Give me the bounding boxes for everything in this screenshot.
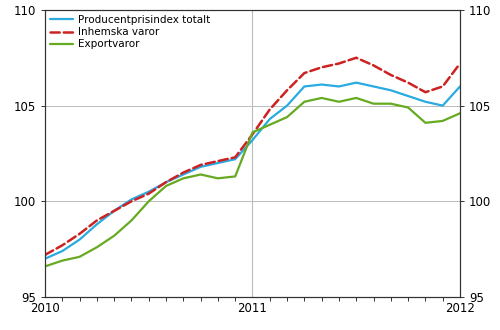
- Exportvaror: [111, 234, 117, 238]
- Inhemska varor: [318, 65, 324, 69]
- Inhemska varor: [353, 56, 359, 60]
- Inhemska varor: [60, 243, 66, 247]
- Producentprisindex totalt: [198, 165, 203, 169]
- Producentprisindex totalt: [180, 173, 186, 177]
- Inhemska varor: [215, 159, 221, 163]
- Line: Inhemska varor: Inhemska varor: [45, 58, 460, 255]
- Exportvaror: [457, 111, 463, 115]
- Inhemska varor: [94, 218, 100, 222]
- Inhemska varor: [76, 232, 82, 236]
- Producentprisindex totalt: [318, 82, 324, 86]
- Line: Producentprisindex totalt: Producentprisindex totalt: [45, 82, 460, 259]
- Inhemska varor: [42, 253, 48, 257]
- Exportvaror: [215, 176, 221, 180]
- Inhemska varor: [422, 90, 428, 94]
- Inhemska varor: [180, 171, 186, 175]
- Producentprisindex totalt: [163, 180, 169, 184]
- Inhemska varor: [388, 73, 394, 77]
- Exportvaror: [388, 102, 394, 106]
- Exportvaror: [250, 130, 256, 134]
- Inhemska varor: [440, 84, 446, 88]
- Inhemska varor: [232, 155, 238, 159]
- Exportvaror: [336, 100, 342, 104]
- Exportvaror: [163, 184, 169, 188]
- Producentprisindex totalt: [215, 161, 221, 165]
- Inhemska varor: [457, 61, 463, 65]
- Exportvaror: [94, 245, 100, 249]
- Inhemska varor: [370, 63, 376, 67]
- Producentprisindex totalt: [388, 88, 394, 92]
- Line: Exportvaror: Exportvaror: [45, 98, 460, 266]
- Exportvaror: [318, 96, 324, 100]
- Exportvaror: [232, 175, 238, 179]
- Legend: Producentprisindex totalt, Inhemska varor, Exportvaror: Producentprisindex totalt, Inhemska varo…: [48, 13, 212, 51]
- Inhemska varor: [163, 180, 169, 184]
- Exportvaror: [353, 96, 359, 100]
- Inhemska varor: [302, 71, 308, 75]
- Producentprisindex totalt: [457, 84, 463, 88]
- Inhemska varor: [198, 163, 203, 167]
- Inhemska varor: [128, 199, 134, 203]
- Producentprisindex totalt: [336, 84, 342, 88]
- Exportvaror: [42, 264, 48, 268]
- Exportvaror: [302, 100, 308, 104]
- Producentprisindex totalt: [146, 190, 152, 194]
- Inhemska varor: [111, 209, 117, 213]
- Producentprisindex totalt: [76, 238, 82, 242]
- Producentprisindex totalt: [302, 84, 308, 88]
- Producentprisindex totalt: [267, 117, 273, 121]
- Inhemska varor: [267, 108, 273, 112]
- Producentprisindex totalt: [422, 100, 428, 104]
- Exportvaror: [405, 106, 411, 110]
- Producentprisindex totalt: [232, 157, 238, 161]
- Producentprisindex totalt: [405, 94, 411, 98]
- Producentprisindex totalt: [284, 104, 290, 108]
- Producentprisindex totalt: [42, 257, 48, 261]
- Exportvaror: [180, 176, 186, 180]
- Exportvaror: [440, 119, 446, 123]
- Producentprisindex totalt: [440, 104, 446, 108]
- Producentprisindex totalt: [250, 138, 256, 142]
- Inhemska varor: [284, 88, 290, 92]
- Exportvaror: [76, 255, 82, 259]
- Producentprisindex totalt: [60, 249, 66, 253]
- Producentprisindex totalt: [353, 81, 359, 84]
- Exportvaror: [422, 121, 428, 125]
- Exportvaror: [284, 115, 290, 119]
- Exportvaror: [128, 218, 134, 222]
- Inhemska varor: [336, 61, 342, 65]
- Exportvaror: [146, 199, 152, 203]
- Producentprisindex totalt: [128, 197, 134, 201]
- Exportvaror: [198, 173, 203, 177]
- Producentprisindex totalt: [94, 222, 100, 226]
- Producentprisindex totalt: [370, 84, 376, 88]
- Exportvaror: [267, 123, 273, 127]
- Inhemska varor: [146, 192, 152, 196]
- Exportvaror: [60, 259, 66, 263]
- Exportvaror: [370, 102, 376, 106]
- Inhemska varor: [405, 81, 411, 84]
- Producentprisindex totalt: [111, 209, 117, 213]
- Inhemska varor: [250, 132, 256, 136]
